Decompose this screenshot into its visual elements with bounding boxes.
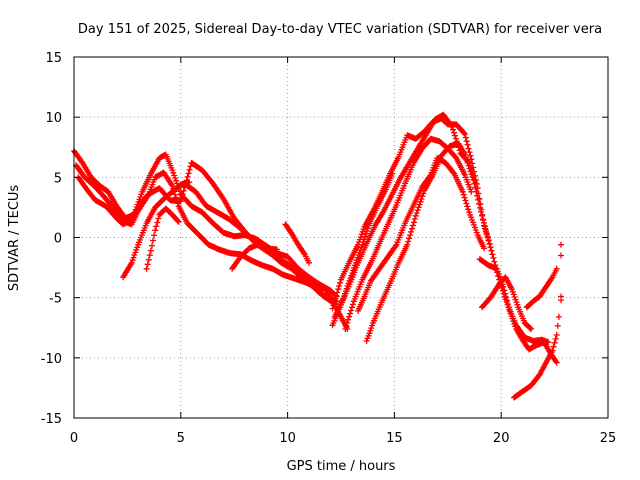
series-track-15	[479, 274, 535, 332]
x-tick-label: 15	[386, 431, 403, 446]
series-track-16	[511, 313, 562, 401]
x-tick-label: 0	[70, 431, 78, 446]
plus-markers	[558, 241, 564, 304]
axis-ticks	[73, 56, 609, 419]
plus-markers	[476, 256, 560, 366]
y-axis-label: SDTVAR / TECUs	[7, 185, 22, 292]
series-track-2	[73, 162, 351, 332]
plus-markers	[184, 182, 340, 308]
x-tick-label: 10	[279, 431, 296, 446]
x-tick-labels: 0 5 10 15 20 25	[70, 431, 616, 446]
y-tick-label: 10	[45, 111, 62, 126]
x-tick-label: 25	[600, 431, 617, 446]
plus-markers	[120, 179, 193, 281]
x-tick-label: 20	[493, 431, 510, 446]
plus-markers	[73, 162, 351, 332]
plus-markers	[342, 135, 475, 332]
chart-title: Day 151 of 2025, Sidereal Day-to-day VTE…	[78, 22, 602, 37]
plus-markers	[479, 274, 535, 332]
plus-markers	[355, 155, 488, 314]
y-tick-label: -15	[41, 412, 62, 427]
series-track-4	[184, 182, 340, 308]
y-tick-label: 5	[54, 171, 62, 186]
series-track-5	[120, 179, 193, 281]
y-tick-label: -5	[49, 292, 62, 307]
y-tick-label: 15	[45, 51, 62, 66]
series-track-9	[342, 135, 475, 332]
y-tick-label: -10	[41, 352, 62, 367]
series-track-10	[355, 155, 488, 314]
y-tick-label: 0	[54, 232, 62, 247]
plus-markers	[511, 313, 562, 401]
plus-markers	[229, 241, 280, 272]
x-tick-label: 5	[177, 431, 185, 446]
series-track-18	[558, 241, 564, 304]
series-track-13	[329, 115, 494, 312]
plus-markers	[523, 265, 560, 311]
plus-markers	[329, 115, 494, 312]
y-tick-labels: 15 10 5 0 -5 -10 -15	[41, 51, 62, 427]
series-track-17	[523, 265, 560, 311]
grid-lines	[74, 57, 608, 418]
series-track-7	[229, 241, 280, 272]
series-track-14	[476, 256, 560, 366]
plus-markers	[143, 205, 182, 272]
series-track-6	[143, 205, 182, 272]
series-track-19	[282, 221, 312, 266]
data-series	[71, 111, 564, 401]
plus-markers	[282, 221, 312, 266]
x-axis-label: GPS time / hours	[287, 459, 396, 474]
